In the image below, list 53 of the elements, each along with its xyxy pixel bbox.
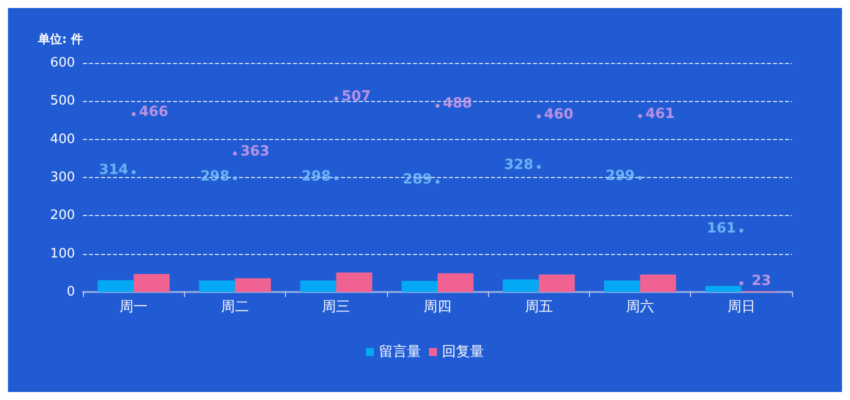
bar xyxy=(502,279,539,292)
x-tick-label: 周五 xyxy=(524,299,553,315)
bar xyxy=(234,278,271,292)
point xyxy=(132,112,136,116)
point xyxy=(536,164,541,169)
point xyxy=(334,96,338,100)
y-tick-label: 0 xyxy=(66,284,75,300)
y-tick-label: 400 xyxy=(50,132,75,147)
y-tick-label: 500 xyxy=(50,94,75,109)
bar xyxy=(438,273,474,292)
data-label: 466 xyxy=(139,104,168,120)
point xyxy=(536,114,541,118)
point xyxy=(232,151,237,156)
data-label: 507 xyxy=(342,88,371,104)
bar xyxy=(538,274,575,292)
data-label: 161 xyxy=(706,220,736,237)
x-tick-label: 周六 xyxy=(626,299,654,315)
bar xyxy=(604,280,640,292)
bar xyxy=(402,280,438,292)
data-label: 23 xyxy=(752,273,772,290)
data-label: 460 xyxy=(544,106,574,122)
y-axis-title: 单位: 件 xyxy=(37,32,83,46)
point xyxy=(132,170,136,174)
point xyxy=(436,180,440,184)
point xyxy=(232,176,237,180)
bar xyxy=(198,280,235,292)
point xyxy=(638,114,642,118)
bar xyxy=(705,286,742,292)
x-tick-label: 周日 xyxy=(727,299,756,315)
data-label: 363 xyxy=(240,143,270,160)
data-label: 328 xyxy=(504,156,534,173)
y-tick-label: 600 xyxy=(50,56,75,70)
legend-label: 留言量 xyxy=(379,344,421,360)
bar xyxy=(98,280,134,292)
point xyxy=(638,176,642,180)
point xyxy=(334,176,338,180)
y-tick-label: 100 xyxy=(50,246,75,262)
x-tick-label: 周二 xyxy=(220,299,249,315)
bar xyxy=(134,274,170,292)
x-tick-label: 周三 xyxy=(322,299,350,315)
bar xyxy=(640,274,676,292)
point xyxy=(739,228,744,233)
x-tick-label: 周一 xyxy=(120,299,148,315)
point xyxy=(436,104,440,108)
y-tick-label: 200 xyxy=(50,208,75,224)
data-label: 461 xyxy=(645,106,675,122)
bar xyxy=(336,272,372,292)
x-tick-label: 周四 xyxy=(424,299,452,315)
y-tick-label: 300 xyxy=(50,170,75,185)
legend-label: 回复量 xyxy=(442,344,484,360)
point xyxy=(739,281,744,286)
bar xyxy=(300,280,336,292)
data-label: 314 xyxy=(99,162,129,178)
